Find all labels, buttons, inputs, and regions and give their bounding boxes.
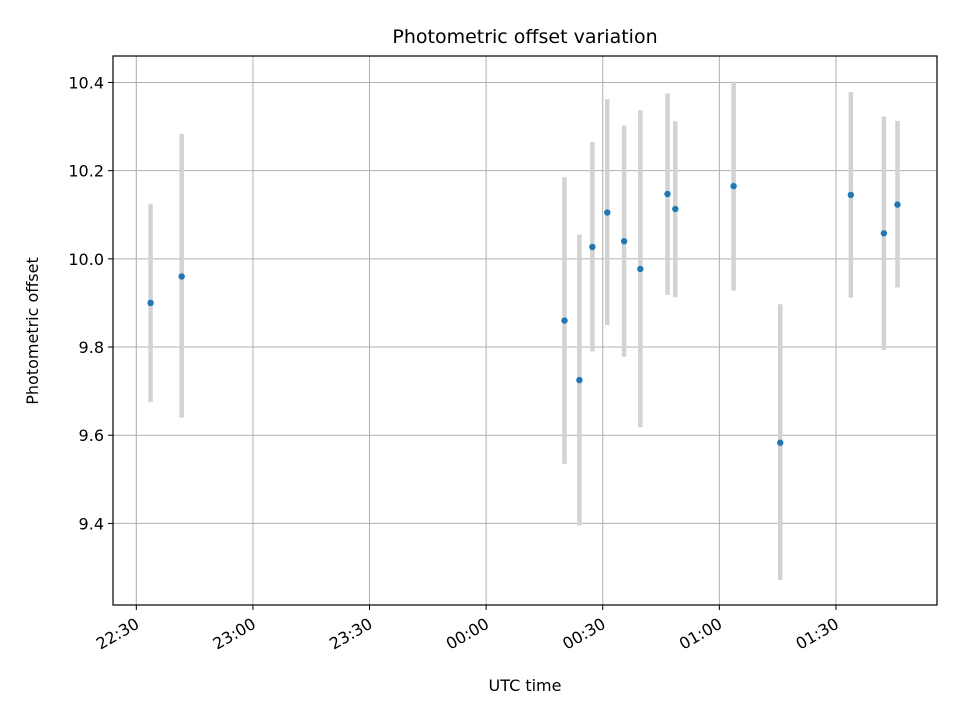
data-point: [664, 190, 671, 198]
data-point: [147, 299, 154, 307]
x-axis-ticks: 22:30 23:00 23:30 00:00 00:30 01:00 01:30: [93, 605, 842, 654]
data-point: [730, 182, 737, 190]
data-point: [637, 265, 644, 273]
x-tick-label: 00:30: [559, 614, 608, 654]
data-points: [147, 182, 901, 446]
chart-title: Photometric offset variation: [392, 26, 657, 48]
x-gridlines: [135, 56, 837, 605]
y-tick-label: 9.4: [79, 514, 104, 533]
x-tick-label: 01:00: [676, 614, 725, 654]
y-axis-ticks: 9.4 9.6 9.8 10.0 10.2 10.4: [68, 73, 113, 533]
x-tick-label: 22:30: [93, 614, 142, 654]
plot-frame: [112, 55, 938, 606]
data-point: [576, 376, 583, 384]
data-point: [620, 238, 628, 245]
data-point: [672, 205, 679, 213]
x-tick-label: 01:30: [793, 614, 842, 654]
x-tick-label: 23:30: [326, 614, 375, 654]
data-point: [847, 191, 855, 199]
y-tick-label: 9.6: [79, 426, 104, 445]
y-axis-title: Photometric offset: [23, 257, 42, 405]
y-tick-label: 10.2: [68, 162, 104, 181]
data-point: [561, 317, 568, 324]
x-tick-label: 00:00: [443, 614, 492, 654]
x-tick-label: 23:00: [209, 614, 258, 654]
data-point: [589, 243, 596, 251]
y-tick-label: 10.0: [68, 250, 104, 269]
data-point: [880, 230, 888, 237]
y-gridlines: [113, 81, 937, 524]
data-point: [178, 273, 185, 280]
data-point: [894, 201, 901, 208]
y-tick-label: 9.8: [79, 338, 104, 357]
data-point: [777, 439, 784, 446]
error-bars: [148, 81, 900, 580]
data-point: [604, 209, 611, 216]
x-axis-title: UTC time: [489, 676, 562, 695]
y-tick-label: 10.4: [68, 73, 104, 92]
